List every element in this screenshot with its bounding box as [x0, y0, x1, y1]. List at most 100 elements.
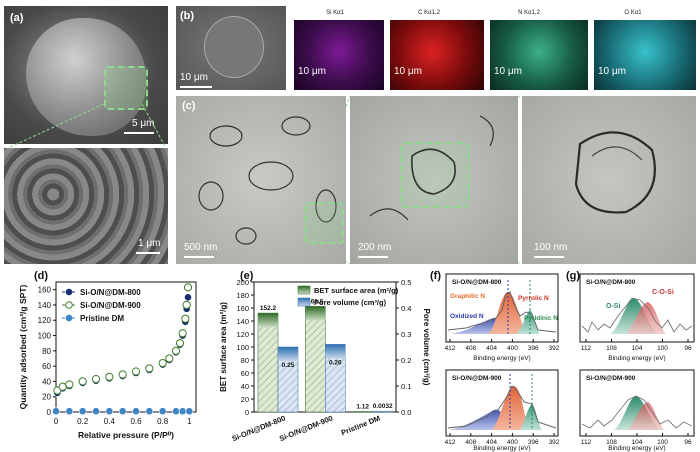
xps-spectrum — [581, 395, 693, 429]
data-point — [78, 377, 87, 386]
xps-spectrum — [581, 297, 693, 333]
data-point — [181, 314, 190, 323]
data-point — [158, 358, 167, 368]
x-tick-label: 1 — [187, 417, 192, 426]
x-tick-label: 396 — [528, 345, 539, 352]
legend-label: Pristine DM — [80, 314, 124, 323]
legend-label: Si-O/N@DM-800 — [80, 288, 141, 297]
scale-label: 200 nm — [358, 242, 392, 253]
y-tick-label: 120 — [236, 330, 249, 339]
scale-label: 5 μm — [132, 118, 155, 129]
bar-pore — [325, 344, 346, 413]
x-tick-label: 112 — [581, 345, 592, 352]
x-tick-label: 104 — [632, 345, 643, 352]
peak-c-o-si — [628, 402, 664, 430]
x-tick-label: 0.6 — [130, 417, 142, 426]
data-point — [92, 407, 100, 416]
map-title-c: C Kα1,2 — [418, 10, 440, 16]
data-point — [178, 329, 187, 338]
panel-label-d: (d) — [34, 270, 49, 282]
map-title-o: O Kα1 — [624, 10, 642, 16]
particle-shape — [204, 16, 264, 78]
x-tick-label: 408 — [465, 439, 476, 446]
x-tick-label: 96 — [684, 345, 692, 352]
data-point — [184, 293, 192, 302]
tem-image-3: 100 nm — [522, 96, 696, 264]
x-tick-label: 408 — [465, 345, 476, 352]
x-tick-label: Si-O/N@DM-900 — [278, 414, 334, 444]
y-tick-label: 200 — [236, 278, 249, 287]
x-tick-label: 0.4 — [104, 417, 116, 426]
x-tick-label: Si-O/N@DM-800 — [231, 414, 287, 444]
y-tick-label: 100 — [38, 332, 52, 341]
x-tick-label: 104 — [632, 439, 643, 446]
scale-label: 100 nm — [534, 242, 568, 253]
tem-flakes — [198, 116, 337, 245]
scale-label: 500 nm — [184, 242, 218, 253]
x-tick-label: 404 — [486, 439, 497, 446]
data-point — [183, 283, 193, 292]
bar-bet-cap — [305, 306, 326, 321]
y-right-tick-label: 0.1 — [401, 382, 411, 391]
y-tick-label: 0 — [47, 408, 52, 417]
y-tick-label: 80 — [241, 356, 249, 365]
xps-spectrum — [447, 291, 557, 333]
scale-label: 10 μm — [394, 66, 422, 77]
y-tick-label: 160 — [38, 286, 52, 295]
x-tick-label: 112 — [581, 439, 592, 446]
x-tick-label: 404 — [486, 345, 497, 352]
scale-bar — [180, 86, 212, 88]
data-point — [118, 407, 127, 416]
y-tick-label: 60 — [241, 369, 249, 378]
y-right-tick-label: 0.5 — [401, 278, 411, 287]
y-tick-label: 140 — [236, 317, 249, 326]
x-axis-label: Binding energy (eV) — [473, 445, 530, 452]
scale-bar — [136, 252, 160, 254]
data-point — [58, 382, 67, 391]
bet-bar-chart: 0 20 40 60 80 100 120 140 160 180 200 0.0 0.1 0.2 0.3 0… — [219, 278, 431, 444]
data-point — [118, 370, 127, 379]
scale-bar — [124, 132, 154, 134]
x-tick-label: 412 — [445, 345, 456, 352]
data-point — [78, 407, 87, 416]
x-tick-label: Pristine DM — [340, 414, 382, 438]
sem-image-overview: (a) 5 μm — [4, 6, 168, 144]
sem-image-zoom — [4, 148, 168, 264]
map-title-n: N Kα1,2 — [518, 10, 540, 16]
legend-swatch — [297, 297, 311, 307]
xps-title: Si-O/N@DM-900 — [586, 375, 636, 382]
data-point — [185, 407, 194, 416]
xps-si2p-panel: Si-O/N@DM-800 O-Si C-O-Si 112 108 104 100 96… — [579, 273, 695, 452]
data-point — [171, 346, 181, 355]
x-tick-label: 392 — [549, 345, 560, 352]
y-tick-label: 60 — [42, 362, 51, 371]
bar-bet-cap — [258, 313, 278, 328]
data-point — [178, 407, 187, 416]
x-tick-label: 392 — [549, 439, 560, 446]
particle-shape — [26, 18, 146, 136]
label-graphitic-n: Graphitic N — [450, 293, 485, 300]
isotherm-chart: 0 20 40 60 80 100 120 140 160 0 0.2 0.4 0.6 0.8 1 Relat… — [18, 281, 197, 440]
data-point — [145, 407, 154, 416]
bar-bet — [305, 306, 326, 413]
x-axis-label: Binding energy (eV) — [608, 355, 665, 362]
label-oxidized-n: Oxidized N — [450, 313, 484, 320]
x-axis-title: Relative pressure (P/P⁰) — [78, 430, 174, 440]
peak-pyrrolic-n — [520, 404, 542, 430]
x-tick-label: 108 — [606, 439, 617, 446]
label-pyrrolic-n: Pyrrolic N — [518, 295, 549, 302]
x-tick-label: 412 — [445, 439, 456, 446]
data-label: 0.25 — [282, 362, 295, 369]
legend-marker — [65, 301, 73, 309]
x-axis-ticks: 412 408 404 400 396 392 — [445, 433, 560, 446]
y-right-tick-label: 0.3 — [401, 330, 411, 339]
scale-bar — [358, 256, 388, 258]
data-point — [165, 354, 174, 363]
eds-map-o — [594, 20, 696, 90]
data-label: 1.12 — [356, 403, 369, 410]
y-tick-label: 40 — [42, 377, 51, 386]
panel-label-b: (b) — [180, 10, 195, 22]
bar-pore-cap — [372, 411, 393, 412]
xps-title: Si-O/N@DM-900 — [452, 375, 502, 382]
legend-marker — [65, 314, 73, 322]
